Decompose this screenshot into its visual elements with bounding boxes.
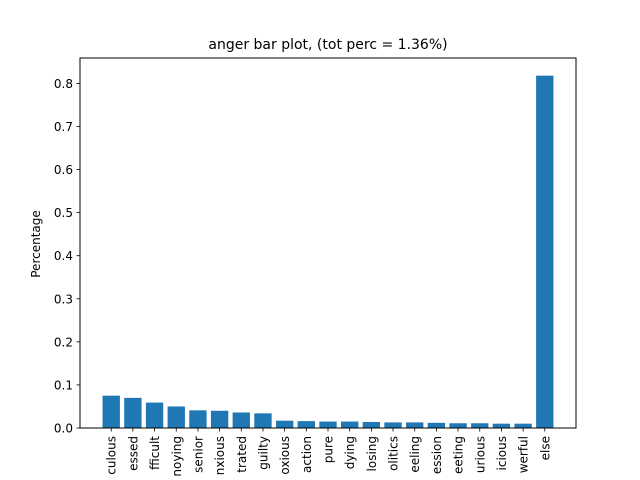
y-tick-label-5: 0.5 [54,206,73,220]
bar-10 [319,421,337,428]
bar-13 [384,422,402,428]
bar-15 [427,422,446,428]
y-tick-label-6: 0.6 [54,163,73,177]
x-tick-label-13: olitics [387,436,401,471]
y-tick-label-1: 0.1 [54,378,73,392]
x-tick-label-17: urious [473,436,487,473]
bar-14 [406,422,424,428]
bar-4 [189,410,207,428]
bar-7 [254,413,272,428]
x-tick-label-5: nxious [213,436,227,475]
bar-2 [145,402,164,428]
bar-11 [341,421,359,428]
bar-16 [449,423,467,428]
y-tick-label-2: 0.2 [54,335,73,349]
x-axis-ticks: culous essed fficult noying senior nxious trat… [105,428,552,477]
bar-1 [124,397,142,428]
x-tick-label-11: dying [343,436,357,469]
x-tick-label-18: icious [495,436,509,470]
x-tick-label-15: ession [430,436,444,474]
x-tick-label-4: senior [191,436,205,473]
bar-9 [297,421,315,428]
y-axis-label: Percentage [29,210,43,278]
x-tick-label-8: oxious [278,436,292,475]
x-tick-label-14: eeling [408,436,422,473]
bar-17 [471,423,489,428]
x-tick-label-0: culous [105,436,119,475]
x-tick-label-16: eeting [452,436,466,474]
bar-19 [514,423,532,428]
x-tick-label-1: essed [126,436,140,471]
x-tick-label-3: noying [170,436,184,477]
bars-group [102,75,554,428]
x-tick-label-9: action [300,436,314,473]
bar-0 [102,395,120,428]
plot-frame [79,57,577,429]
chart-title: anger bar plot, (tot perc = 1.36%) [208,37,447,53]
y-tick-label-7: 0.7 [54,120,73,134]
x-tick-label-2: fficult [148,436,162,470]
x-tick-label-7: guilty [256,436,270,470]
bar-20 [536,75,554,428]
bar-3 [167,406,185,428]
bar-5 [210,410,229,428]
bar-6 [232,412,250,428]
x-tick-label-10: pure [322,436,336,463]
y-axis-ticks: 0.0 0.1 0.2 0.3 0.4 0.5 0.6 0.7 0.8 [54,77,80,436]
y-tick-label-3: 0.3 [54,292,73,306]
y-tick-label-4: 0.4 [54,249,73,263]
bar-8 [275,420,294,428]
y-tick-label-0: 0.0 [54,422,73,436]
x-tick-label-6: trated [235,436,249,473]
bar-18 [492,423,511,428]
y-tick-label-8: 0.8 [54,77,73,91]
bar-12 [362,421,381,428]
x-tick-label-20: else [538,436,552,460]
x-tick-label-19: werful [517,436,531,473]
x-tick-label-12: losing [365,436,379,471]
